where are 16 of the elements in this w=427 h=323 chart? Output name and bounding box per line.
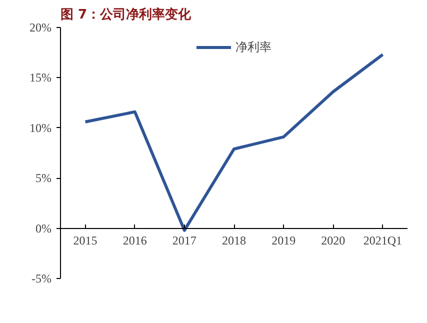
x-tick-label: 2018 <box>222 233 246 248</box>
y-tick-label: 0% <box>36 221 52 236</box>
y-tick-label: 15% <box>30 70 52 85</box>
line-series <box>84 53 384 232</box>
x-tick-label: 2017 <box>172 233 196 248</box>
x-tick-label: 2020 <box>321 233 346 248</box>
legend-label: 净利率 <box>236 38 272 56</box>
x-tick-label: 2016 <box>122 233 147 248</box>
y-tick-label: -5% <box>32 272 52 286</box>
y-tick-label: 20% <box>30 20 52 34</box>
x-tick-label: 2015 <box>73 233 98 248</box>
x-tick-label: 2019 <box>272 233 296 248</box>
y-tick-label: 10% <box>30 120 52 135</box>
y-tick-label: 5% <box>36 171 52 186</box>
x-tick-label: 2021Q1 <box>363 233 402 248</box>
chart-title: 图 7：公司净利率变化 <box>60 6 192 22</box>
